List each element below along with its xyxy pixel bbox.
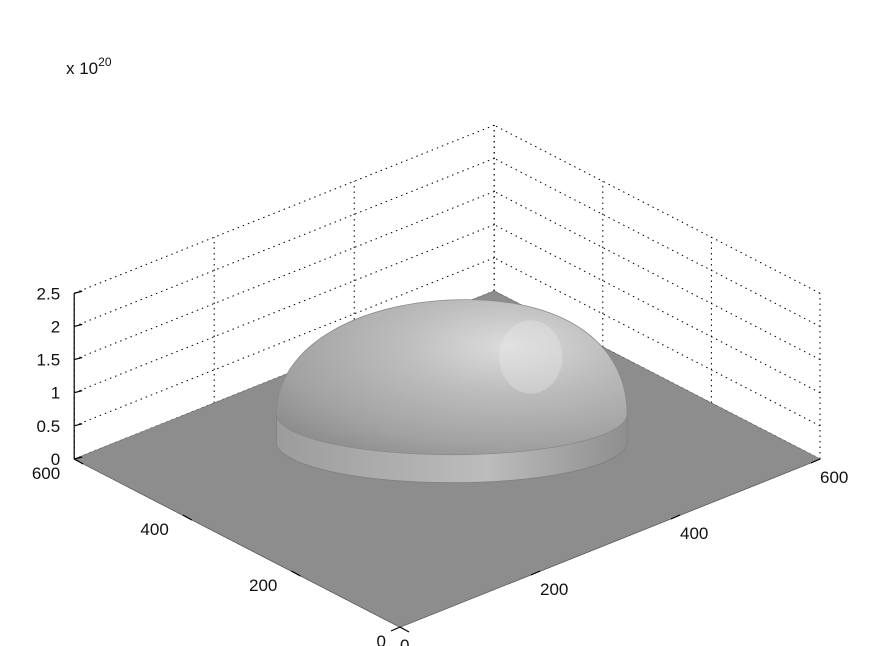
grid-line [493, 157, 821, 327]
y-tick-mark [73, 458, 84, 465]
y-tick-mark [182, 514, 193, 521]
z-tick-label: 1.5 [37, 351, 61, 370]
dome-cap [276, 299, 628, 456]
z-exponent-base: x 10 [66, 59, 98, 78]
z-tick-mark [74, 456, 83, 460]
x-tick-mark [390, 626, 401, 632]
grid-line [74, 224, 495, 394]
y-tick-mark [291, 570, 301, 577]
y-tick-label: 0 [377, 632, 386, 646]
grid-line [74, 191, 495, 361]
y-tick-label: 600 [32, 464, 60, 483]
z-tick-mark [74, 423, 83, 427]
z-tick-label: 0.5 [37, 417, 61, 436]
grid-line [493, 124, 821, 294]
x-tick-label: 0 [400, 636, 409, 646]
grid-line [493, 224, 821, 394]
grid-line [74, 257, 495, 427]
y-tick-label: 200 [249, 576, 277, 595]
z-tick-label: 2.5 [37, 284, 61, 303]
x-tick-mark [810, 458, 821, 464]
z-exponent-power: 20 [98, 55, 112, 69]
z-tick-mark [74, 323, 83, 327]
y-tick-label: 400 [140, 520, 168, 539]
x-tick-label: 200 [540, 580, 568, 599]
z-tick-label: 0 [51, 450, 60, 469]
z-tick-label: 2 [51, 317, 60, 336]
z-exponent-label: x 1020 [66, 55, 112, 78]
z-tick-mark [74, 356, 83, 361]
grid-line [74, 157, 495, 327]
x-tick-label: 400 [680, 524, 708, 543]
z-tick-label: 1 [51, 384, 60, 403]
grid-line [74, 124, 495, 294]
dome-surface [73, 290, 821, 628]
x-tick-label: 600 [820, 468, 848, 487]
z-tick-mark [74, 390, 83, 394]
grid-line [493, 257, 821, 427]
x-tick-mark [670, 514, 681, 520]
y-tick-mark [399, 626, 410, 633]
grid-line [493, 191, 821, 360]
z-tick-mark [74, 290, 83, 294]
dome-highlight [499, 320, 563, 394]
x-tick-mark [530, 570, 541, 576]
